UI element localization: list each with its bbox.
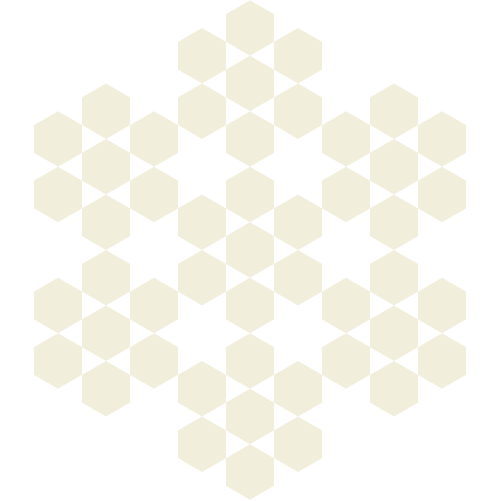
hex-tile — [226, 388, 274, 445]
hex-tile — [418, 166, 466, 223]
hex-tile — [34, 111, 82, 167]
hex-tile — [322, 166, 370, 223]
hex-tile — [370, 194, 418, 250]
hex-tile — [178, 28, 226, 84]
hex-tile — [82, 83, 130, 139]
hex-tile — [130, 166, 178, 223]
hex-tile — [226, 55, 274, 112]
hex-tile — [226, 111, 274, 167]
hex-tile — [274, 361, 322, 417]
hex-tile — [178, 416, 226, 472]
hex-tile — [82, 305, 130, 361]
hex-tile — [82, 361, 130, 417]
hex-tile — [226, 277, 274, 334]
hex-tile — [274, 83, 322, 139]
hex-tile — [322, 333, 370, 389]
hex-tile — [274, 194, 322, 250]
hex-tile — [34, 333, 82, 389]
hex-tile — [82, 194, 130, 250]
hex-tile — [226, 0, 274, 56]
hex-tile — [274, 28, 322, 84]
hex-tile — [418, 333, 466, 389]
hex-tile — [322, 277, 370, 334]
hex-tile — [322, 111, 370, 167]
hex-tile — [178, 361, 226, 417]
hex-tile — [178, 83, 226, 139]
hex-tile — [178, 250, 226, 306]
hex-tile — [226, 444, 274, 500]
hex-tile — [370, 250, 418, 306]
hex-tile — [178, 194, 226, 250]
hex-tile — [418, 111, 466, 167]
hex-tile — [226, 333, 274, 389]
hex-tile — [34, 166, 82, 223]
hex-tile — [370, 83, 418, 139]
hex-tile — [370, 139, 418, 195]
hex-tile — [274, 250, 322, 306]
hex-tile — [130, 277, 178, 334]
hex-tile — [34, 277, 82, 334]
hex-tile — [130, 111, 178, 167]
hex-tile — [226, 166, 274, 223]
hex-tile — [418, 277, 466, 334]
hex-tile — [274, 416, 322, 472]
hex-tile — [370, 361, 418, 417]
hex-tile — [226, 222, 274, 278]
hex-tile — [82, 250, 130, 306]
hex-tile — [370, 305, 418, 361]
hex-tile — [82, 139, 130, 195]
hex-tile — [130, 333, 178, 389]
